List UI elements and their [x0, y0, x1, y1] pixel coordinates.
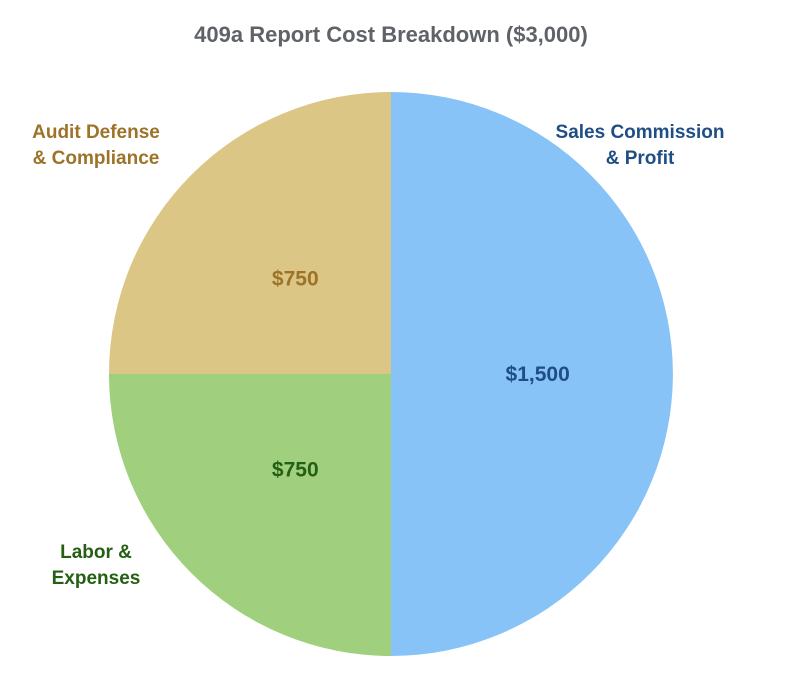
pie-slice-audit-defense-and-compliance: [109, 92, 391, 374]
category-label-line: Expenses: [52, 568, 141, 589]
chart-title: 409a Report Cost Breakdown ($3,000): [194, 22, 588, 47]
category-label-line: & Compliance: [33, 148, 160, 169]
category-label-line: Audit Defense: [32, 122, 160, 143]
value-label-labor-and-expenses: $750: [272, 459, 319, 482]
value-label-audit-defense-and-compliance: $750: [272, 267, 319, 290]
value-label-sales-commission-and-profit: $1,500: [506, 363, 570, 386]
pie-category-labels: Sales Commission & Profit Labor & Expenses A…: [32, 122, 724, 589]
category-label-sales-commission-and-profit: Sales Commission & Profit: [556, 122, 725, 169]
pie-value-labels: $1,500 $750 $750: [272, 267, 570, 481]
category-label-line: & Profit: [606, 148, 675, 169]
pie-slices: [109, 92, 673, 656]
pie-slice-labor-and-expenses: [109, 374, 391, 656]
category-label-line: Labor &: [60, 542, 132, 563]
pie-slice-sales-commission-and-profit: [391, 92, 673, 656]
category-label-labor-and-expenses: Labor & Expenses: [52, 542, 141, 589]
category-label-line: Sales Commission: [556, 122, 725, 143]
category-label-audit-defense-and-compliance: Audit Defense & Compliance: [32, 122, 160, 169]
